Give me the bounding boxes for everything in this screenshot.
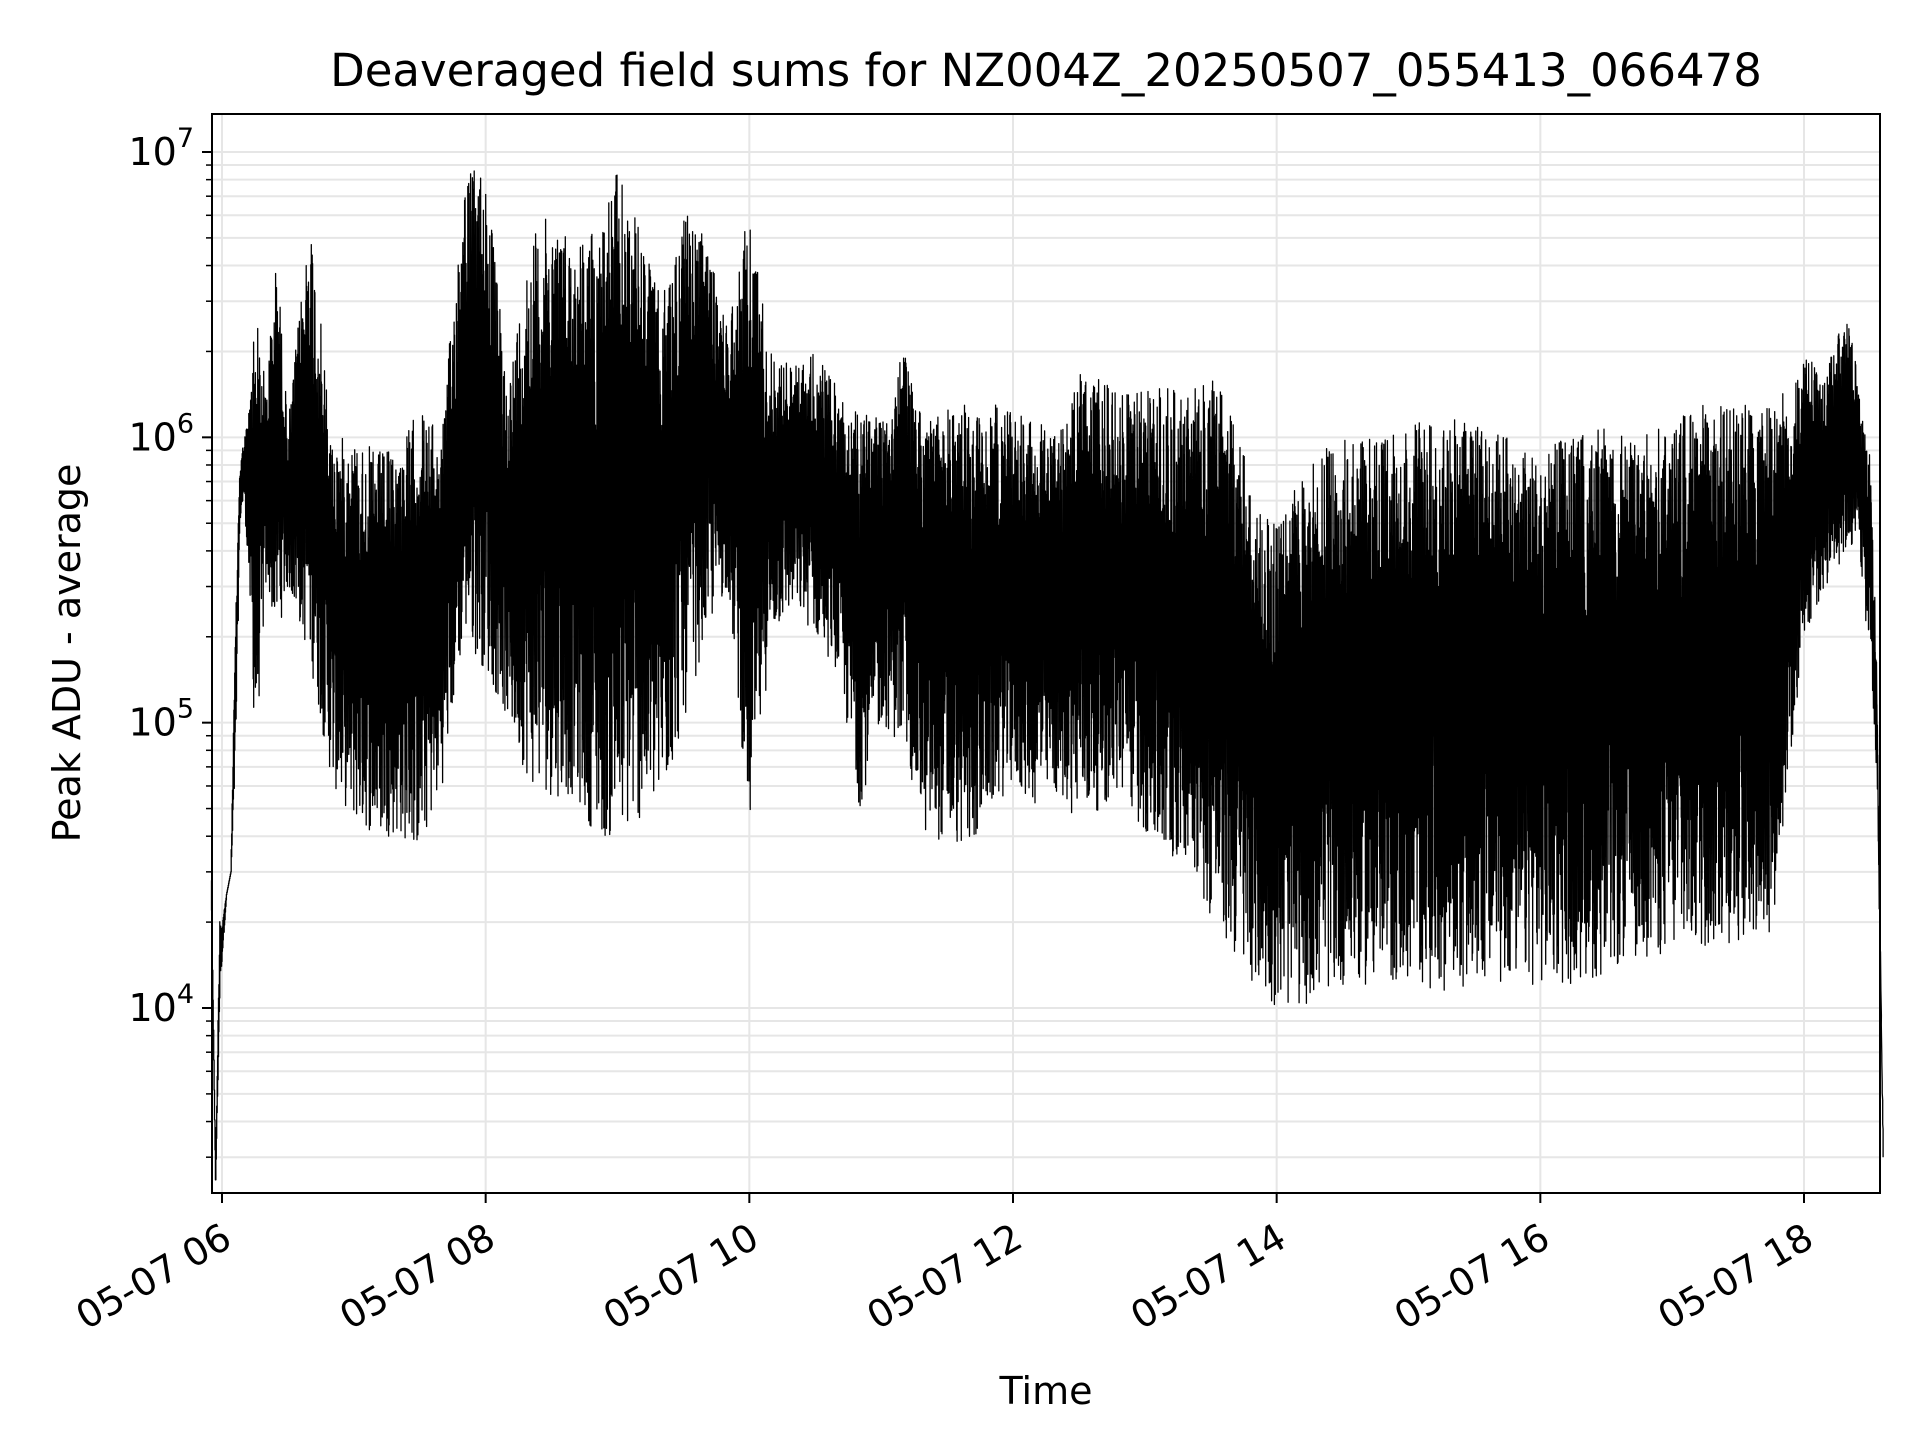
- y-tick-exponent: 5: [177, 694, 194, 725]
- y-tick-base: 10: [128, 415, 176, 459]
- y-tick-base: 10: [128, 130, 176, 174]
- x-tick-label: 05-07 18: [1651, 1215, 1821, 1339]
- x-tick-label: 05-07 08: [332, 1215, 502, 1339]
- y-tick-base: 10: [128, 701, 176, 745]
- y-tick-label: 107: [128, 123, 194, 174]
- plot-frame: [211, 113, 1881, 1194]
- y-axis-label: Peak ADU - average: [45, 464, 89, 843]
- series-line-0: [210, 170, 1884, 1181]
- x-tick-label: 05-07 06: [69, 1215, 239, 1339]
- x-tick-label: 05-07 16: [1387, 1215, 1557, 1339]
- chart-title: Deaveraged field sums for NZ004Z_2025050…: [330, 44, 1762, 97]
- y-tick-base: 10: [128, 986, 176, 1030]
- x-tick-label: 05-07 12: [860, 1215, 1030, 1339]
- y-tick-label: 106: [128, 408, 194, 459]
- x-tick-label: 05-07 10: [596, 1215, 766, 1339]
- x-axis-label: Time: [999, 1369, 1093, 1413]
- data-layer: [210, 170, 1884, 1181]
- y-tick-label: 105: [128, 694, 194, 745]
- y-tick-label: 104: [128, 979, 194, 1030]
- y-tick-exponent: 7: [177, 123, 194, 154]
- y-tick-exponent: 4: [177, 979, 194, 1010]
- y-tick-exponent: 6: [177, 408, 194, 439]
- x-tick-label: 05-07 14: [1123, 1215, 1293, 1339]
